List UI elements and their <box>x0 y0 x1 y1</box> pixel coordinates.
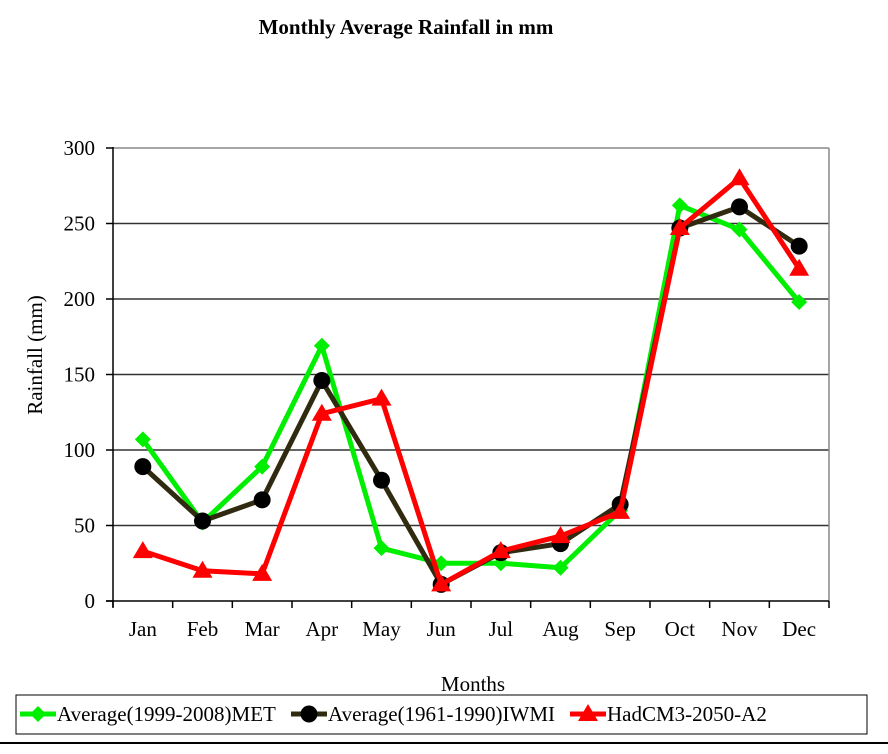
data-point-dec <box>789 258 810 276</box>
data-point-feb <box>192 560 213 578</box>
legend-box <box>15 694 868 735</box>
data-point-dec <box>791 294 808 311</box>
x-tick-label-feb: Feb <box>187 617 219 641</box>
data-point-jan <box>134 458 152 476</box>
data-point-dec <box>790 237 808 255</box>
data-point-aug <box>550 526 571 544</box>
series-1 <box>134 197 808 576</box>
data-point-mar <box>252 563 273 581</box>
x-axis-label: Months <box>441 672 505 696</box>
y-tick-label: 150 <box>64 363 96 387</box>
legend-entry-2: Average(1961-1990)IWMI <box>291 702 555 726</box>
legend-swatch-marker <box>578 704 598 721</box>
x-tick-label-may: May <box>362 617 401 641</box>
series-line-3 <box>142 174 802 589</box>
series-line-1 <box>140 201 802 571</box>
data-point-feb <box>194 512 211 530</box>
series-line-2 <box>141 204 801 588</box>
data-point-nov <box>731 221 748 238</box>
data-point-oct <box>671 197 688 214</box>
data-point-jul <box>490 541 511 559</box>
y-tick-label: 100 <box>64 438 96 462</box>
data-point-oct <box>669 218 690 236</box>
y-tick-label: 250 <box>64 212 96 236</box>
legend-label: Average(1961-1990)IWMI <box>328 702 555 726</box>
data-point-apr <box>313 337 330 354</box>
data-point-may <box>373 540 390 557</box>
x-tick-label-jul: Jul <box>489 617 514 641</box>
legend-swatch-marker <box>300 705 318 723</box>
series-group <box>132 168 810 593</box>
chart-title: Monthly Average Rainfall in mm <box>259 15 554 39</box>
data-point-nov <box>731 198 748 216</box>
series-3 <box>132 168 810 592</box>
y-tick-label: 200 <box>64 287 96 311</box>
x-tick-label-apr: Apr <box>305 617 338 641</box>
x-tick-label-mar: Mar <box>245 617 280 641</box>
legend-swatch-marker <box>30 706 46 722</box>
x-tick-label-sep: Sep <box>604 617 636 641</box>
y-axis-label: Rainfall (mm) <box>23 295 47 415</box>
data-point-may <box>373 471 390 489</box>
data-point-may <box>371 388 392 406</box>
data-point-jan <box>134 431 151 448</box>
data-point-mar <box>253 491 271 509</box>
x-axis-ticks: Jan Feb Mar Apr May Jun Jul Aug Sep Oct Nov Dec <box>112 601 830 641</box>
data-point-jan <box>132 541 153 559</box>
legend: Average(1999-2008)MET Average(1961-1990)I… <box>15 694 868 735</box>
series-2 <box>134 198 808 593</box>
data-point-nov <box>729 168 750 186</box>
x-tick-label-oct: Oct <box>665 617 695 641</box>
x-tick-label-dec: Dec <box>782 617 816 641</box>
data-point-jun <box>431 574 452 592</box>
data-point-apr <box>313 372 331 390</box>
y-axis-ticks: 0 50 100 150 200 250 300 <box>64 136 113 613</box>
data-point-mar <box>254 458 271 475</box>
x-tick-label-jun: Jun <box>427 617 457 641</box>
data-point-apr <box>311 403 332 421</box>
gridlines <box>113 147 829 527</box>
y-tick-label: 300 <box>64 136 96 160</box>
x-tick-label-aug: Aug <box>542 617 579 641</box>
legend-entry-1: Average(1999-2008)MET <box>20 702 276 726</box>
y-tick-label: 50 <box>74 514 95 538</box>
x-tick-label-nov: Nov <box>721 617 758 641</box>
legend-label: HadCM3-2050-A2 <box>607 702 767 726</box>
data-point-sep <box>610 501 631 519</box>
data-point-aug <box>552 559 569 576</box>
legend-entry-3: HadCM3-2050-A2 <box>570 702 767 726</box>
x-tick-label-jan: Jan <box>129 617 157 641</box>
legend-label: Average(1999-2008)MET <box>57 702 276 726</box>
y-tick-label: 0 <box>85 589 96 613</box>
